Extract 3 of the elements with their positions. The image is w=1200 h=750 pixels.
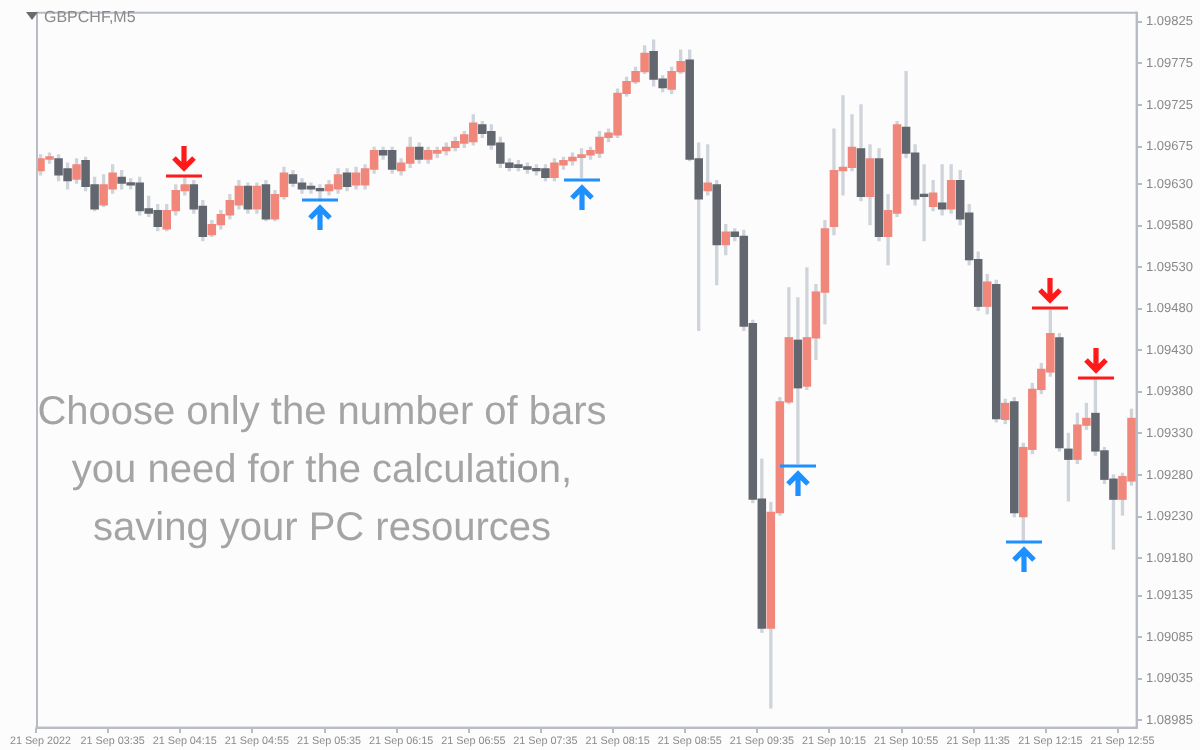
chart-title: GBPCHF,M5: [44, 8, 136, 26]
annotation: Choose only the number of bars you need for the calculation, saving your PC resources: [35, 388, 609, 554]
candlestick: [937, 164, 947, 216]
